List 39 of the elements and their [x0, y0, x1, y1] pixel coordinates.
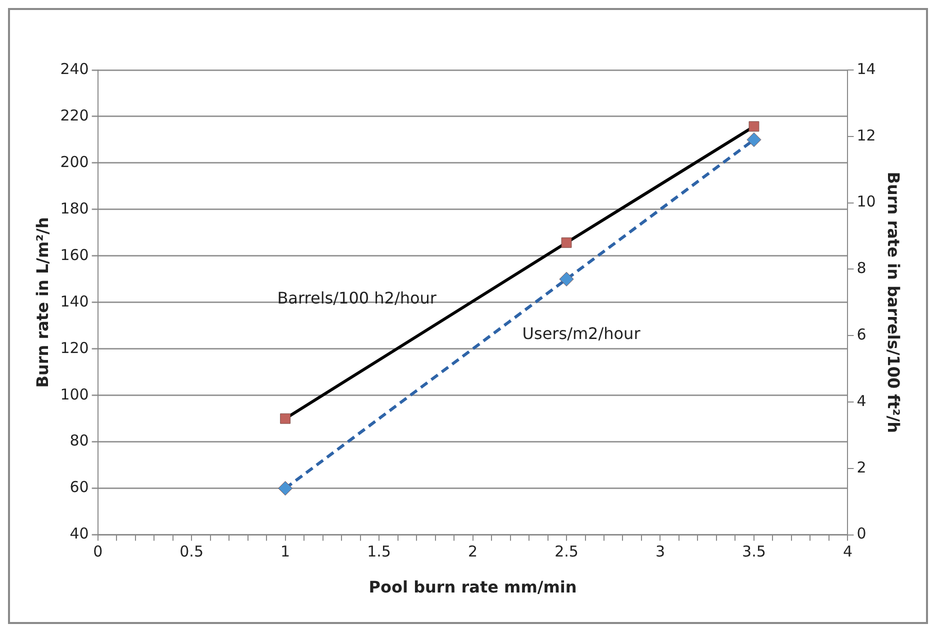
y-tick-label: 140	[60, 292, 89, 310]
point	[278, 481, 293, 496]
y-axis-title: Burn rate in L/m²/h	[32, 217, 52, 388]
x-tick-label: 1	[280, 542, 290, 561]
x-tick-label: 0.5	[180, 542, 204, 561]
point	[280, 413, 290, 424]
y2-tick-label: 10	[856, 192, 876, 211]
y-tick-label: 180	[60, 199, 89, 218]
point	[746, 132, 762, 147]
y-tick-label: 40	[70, 524, 89, 543]
y-tick-label: 160	[60, 246, 89, 264]
y2-tick-label: 4	[856, 392, 866, 410]
y2-tick-label: 12	[856, 126, 876, 144]
x-tick-label: 1.5	[367, 542, 391, 561]
x-tick-label: 0	[93, 542, 103, 561]
y2-axis-title: Burn rate in barrels/100 ft²/h	[884, 172, 904, 433]
y-tick-label: 80	[70, 432, 89, 450]
point	[748, 121, 760, 132]
series-label: Barrels/100 h2/hour	[277, 288, 437, 308]
y-tick-label: 60	[70, 478, 89, 496]
y2-tick-label: 14	[856, 60, 876, 78]
x-tick-label: 4	[842, 542, 852, 561]
y-tick-label: 120	[60, 338, 89, 357]
x-axis-title: Pool burn rate mm/min	[368, 578, 577, 597]
series-label: Users/m2/hour	[522, 324, 641, 344]
x-tick-label: 2	[468, 542, 478, 561]
x-tick-label: 3.5	[742, 542, 766, 561]
y-tick-label: 240	[60, 60, 89, 78]
y-tick-label: 100	[60, 385, 89, 404]
x-tick-label: 3	[655, 542, 666, 561]
point	[559, 272, 574, 286]
x-tick-label: 2.5	[554, 542, 578, 561]
y2-tick-label: 6	[856, 325, 866, 344]
y2-tick-label: 8	[856, 259, 866, 278]
y-tick-label: 200	[60, 152, 89, 171]
point	[561, 237, 572, 248]
y-tick-label: 220	[60, 106, 89, 124]
y2-tick-label: 2	[856, 458, 866, 476]
y2-tick-label: 0	[856, 524, 866, 543]
